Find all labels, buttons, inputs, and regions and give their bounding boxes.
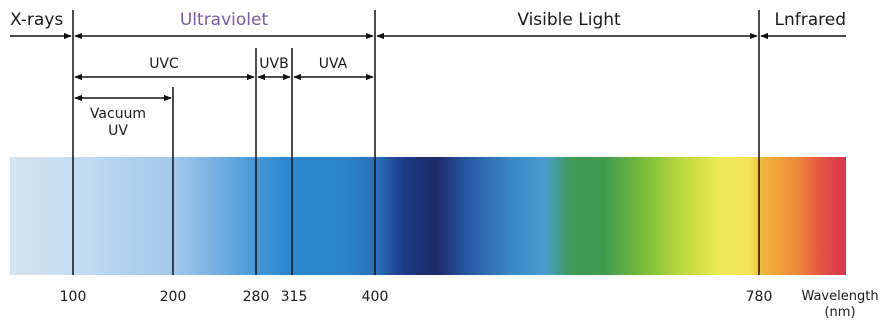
- uv-band-arrows: [74, 73, 374, 102]
- vacuum-uv-label-line2: UV: [108, 123, 128, 139]
- ultraviolet-label: Ultraviolet: [180, 10, 269, 30]
- xrays-label: X-rays: [10, 10, 63, 30]
- uva-label: UVA: [319, 56, 348, 72]
- uvb-label: UVB: [259, 56, 288, 72]
- axis-label-unit: (nm): [824, 305, 855, 320]
- uvc-label: UVC: [149, 56, 179, 72]
- tick-label-400: 400: [362, 289, 389, 305]
- spectrum-band: [10, 157, 846, 275]
- tick-label-100: 100: [60, 289, 87, 305]
- visible-light-label: Visible Light: [517, 10, 621, 30]
- tick-label-315: 315: [281, 289, 308, 305]
- axis-label-wavelength: Wavelength: [801, 289, 878, 304]
- tick-label-780: 780: [746, 289, 773, 305]
- vacuum-uv-label-line1: Vacuum: [90, 106, 146, 122]
- tick-label-200: 200: [160, 289, 187, 305]
- boundary-lines: [72, 10, 760, 275]
- infrared-label: Lnfrared: [774, 10, 846, 30]
- tick-label-280: 280: [243, 289, 270, 305]
